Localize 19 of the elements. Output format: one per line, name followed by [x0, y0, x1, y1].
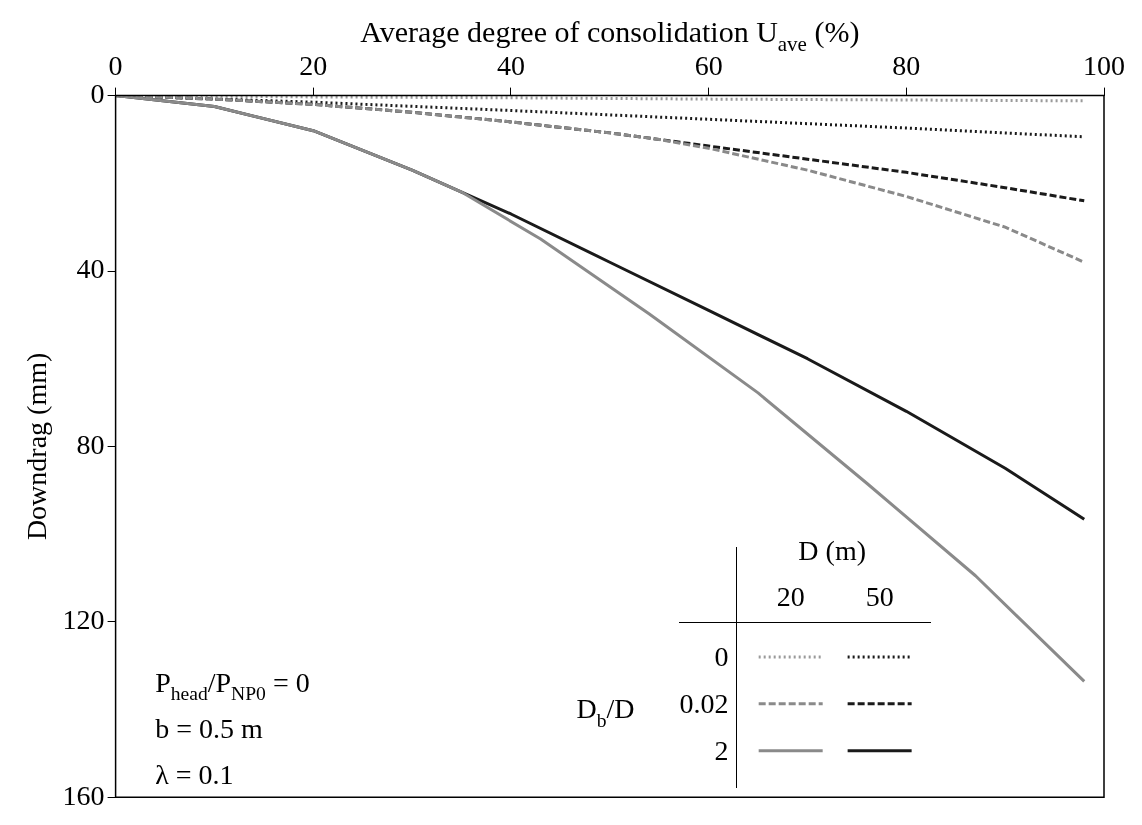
- x-tick-label: 100: [1083, 50, 1125, 82]
- legend-title: D (m): [798, 535, 867, 567]
- y-tick-label: 0: [90, 77, 105, 109]
- x-tick-label: 40: [496, 50, 525, 82]
- x-tick-label: 80: [892, 50, 921, 82]
- annotation: λ = 0.1: [155, 759, 234, 791]
- y-tick-label: 160: [62, 779, 105, 811]
- x-tick-label: 20: [299, 50, 328, 82]
- legend-label: 0.02: [679, 687, 729, 719]
- legend-label: 0: [714, 640, 729, 672]
- y-tick-label: 40: [76, 253, 105, 285]
- y-tick-label: 80: [76, 428, 105, 460]
- annotation: b = 0.5 m: [155, 713, 263, 744]
- y-tick-label: 120: [62, 604, 105, 636]
- x-tick-label: 60: [694, 50, 723, 82]
- annotation: 50: [865, 581, 894, 613]
- annotation: 20: [776, 581, 805, 613]
- legend-label: 2: [714, 734, 729, 766]
- y-axis-title: Downdrag (mm): [21, 352, 53, 541]
